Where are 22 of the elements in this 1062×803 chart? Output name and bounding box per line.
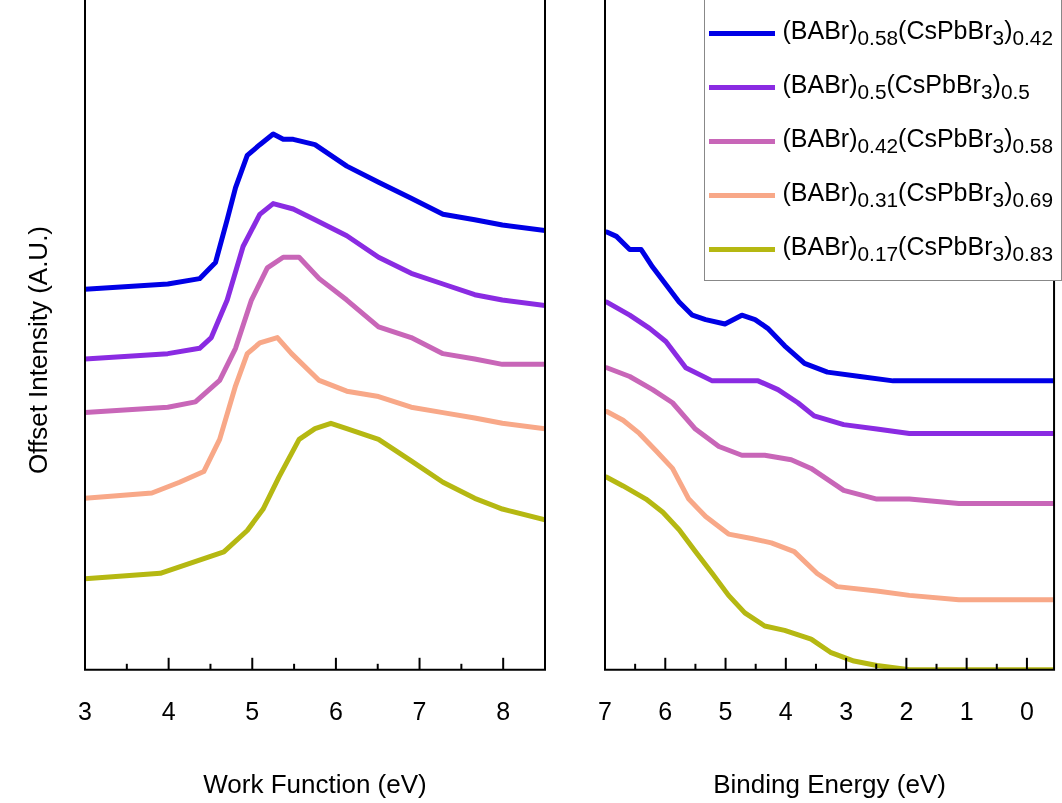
legend-label: (BABr)$_{0.5}$(CsPbBr$_{3}$)$_{0.5}$ — [782, 70, 1030, 104]
x-tick-label: 6 — [658, 696, 673, 725]
legend-label: (BABr)$_{0.17}$(CsPbBr$_{3}$)$_{0.83}$ — [782, 232, 1053, 266]
x-tick-label: 8 — [496, 696, 511, 725]
x-tick-label: 7 — [412, 696, 427, 725]
x-tick-label: 3 — [78, 696, 92, 725]
legend-label: (BABr)$_{0.31}$(CsPbBr$_{3}$)$_{0.69}$ — [782, 178, 1053, 212]
legend-label: (BABr)$_{0.58}$(CsPbBr$_{3}$)$_{0.42}$ — [782, 16, 1053, 50]
x-tick-label: 7 — [598, 696, 612, 725]
x-tick-label: 2 — [899, 696, 914, 725]
x-tick-label: 0 — [1019, 696, 1034, 725]
x-tick-label: 4 — [778, 696, 793, 725]
x-axis-title: Binding Energy (eV) — [713, 768, 946, 799]
x-tick-label: 1 — [959, 696, 974, 725]
x-tick-label: 3 — [839, 696, 854, 725]
x-tick-label: 5 — [245, 696, 260, 725]
x-tick-label: 4 — [161, 696, 176, 725]
x-axis-title: Work Function (eV) — [203, 768, 427, 799]
y-axis-title: Offset Intensity (A.U.) — [22, 225, 54, 475]
x-tick-label: 5 — [718, 696, 733, 725]
x-tick-label: 6 — [328, 696, 343, 725]
legend-label: (BABr)$_{0.42}$(CsPbBr$_{3}$)$_{0.58}$ — [782, 124, 1053, 158]
